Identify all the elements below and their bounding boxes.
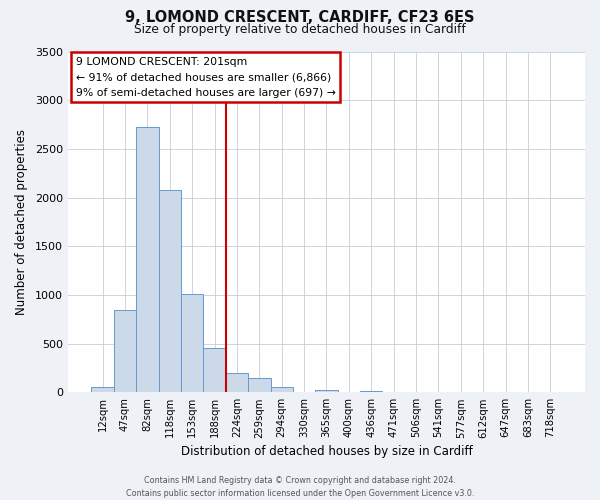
Bar [136,127,158,392]
Bar [181,294,203,392]
X-axis label: Distribution of detached houses by size in Cardiff: Distribution of detached houses by size … [181,444,472,458]
Text: Contains HM Land Registry data © Crown copyright and database right 2024.
Contai: Contains HM Land Registry data © Crown c… [126,476,474,498]
Bar [360,390,382,392]
Bar [271,387,293,392]
Text: Size of property relative to detached houses in Cardiff: Size of property relative to detached ho… [134,22,466,36]
Bar [158,190,181,392]
Y-axis label: Number of detached properties: Number of detached properties [15,129,28,315]
Text: 9 LOMOND CRESCENT: 201sqm
← 91% of detached houses are smaller (6,866)
9% of sem: 9 LOMOND CRESCENT: 201sqm ← 91% of detac… [76,56,335,98]
Bar [203,348,226,393]
Text: 9, LOMOND CRESCENT, CARDIFF, CF23 6ES: 9, LOMOND CRESCENT, CARDIFF, CF23 6ES [125,10,475,25]
Bar [91,388,114,392]
Bar [315,390,338,392]
Bar [114,310,136,392]
Bar [226,373,248,392]
Bar [248,378,271,392]
